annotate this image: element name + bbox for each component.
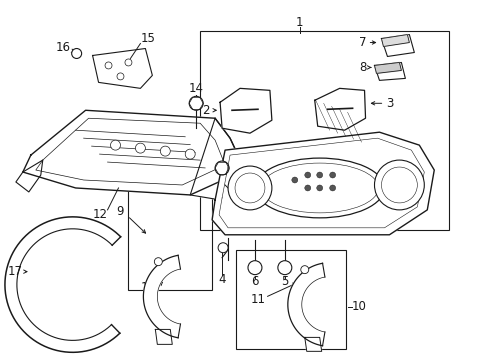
Polygon shape [374, 62, 401, 73]
Circle shape [291, 177, 297, 183]
Polygon shape [220, 88, 271, 133]
Text: 4: 4 [218, 273, 225, 286]
Polygon shape [92, 49, 152, 88]
Polygon shape [287, 263, 324, 346]
Circle shape [105, 62, 112, 69]
Text: 12: 12 [93, 208, 108, 221]
Circle shape [304, 172, 310, 178]
Circle shape [218, 243, 227, 253]
Text: 9: 9 [117, 205, 124, 219]
Circle shape [125, 59, 132, 66]
Ellipse shape [261, 163, 378, 213]
Polygon shape [314, 88, 365, 130]
Circle shape [381, 167, 416, 203]
Circle shape [117, 73, 124, 80]
Polygon shape [212, 132, 433, 235]
Text: 10: 10 [351, 300, 366, 313]
Polygon shape [155, 329, 172, 345]
Polygon shape [190, 118, 247, 200]
Circle shape [304, 185, 310, 191]
Bar [200, 31, 448, 230]
Circle shape [154, 258, 162, 266]
Text: 5: 5 [281, 275, 288, 288]
Polygon shape [374, 62, 405, 80]
Polygon shape [143, 255, 180, 338]
Text: 15: 15 [141, 32, 156, 45]
Text: 17: 17 [7, 265, 22, 278]
Circle shape [72, 49, 81, 58]
Circle shape [135, 143, 145, 153]
Circle shape [227, 166, 271, 210]
Circle shape [247, 261, 262, 275]
Circle shape [316, 172, 322, 178]
Circle shape [215, 161, 228, 175]
Text: 1: 1 [295, 16, 303, 29]
Polygon shape [304, 337, 321, 351]
Circle shape [329, 172, 335, 178]
Circle shape [329, 185, 335, 191]
Text: 14: 14 [188, 82, 203, 95]
Circle shape [316, 185, 322, 191]
Text: 7: 7 [358, 36, 366, 49]
Text: 3: 3 [385, 97, 392, 110]
Text: 6: 6 [251, 275, 258, 288]
Circle shape [189, 96, 203, 110]
Bar [128, 175, 212, 289]
Polygon shape [23, 110, 244, 195]
Circle shape [110, 140, 120, 150]
Text: 8: 8 [358, 61, 366, 74]
Circle shape [235, 173, 264, 203]
Polygon shape [5, 217, 121, 352]
Circle shape [277, 261, 291, 275]
Circle shape [374, 160, 424, 210]
Text: 2: 2 [202, 104, 209, 117]
Circle shape [300, 266, 308, 274]
Polygon shape [381, 35, 413, 57]
Text: 13: 13 [230, 185, 245, 198]
Ellipse shape [254, 158, 384, 218]
Polygon shape [16, 160, 42, 192]
Polygon shape [381, 35, 408, 46]
Text: 16: 16 [55, 41, 70, 54]
Circle shape [185, 149, 195, 159]
Circle shape [160, 146, 170, 156]
Text: 11: 11 [250, 293, 265, 306]
Text: 11: 11 [141, 281, 156, 294]
Bar [236, 250, 345, 349]
